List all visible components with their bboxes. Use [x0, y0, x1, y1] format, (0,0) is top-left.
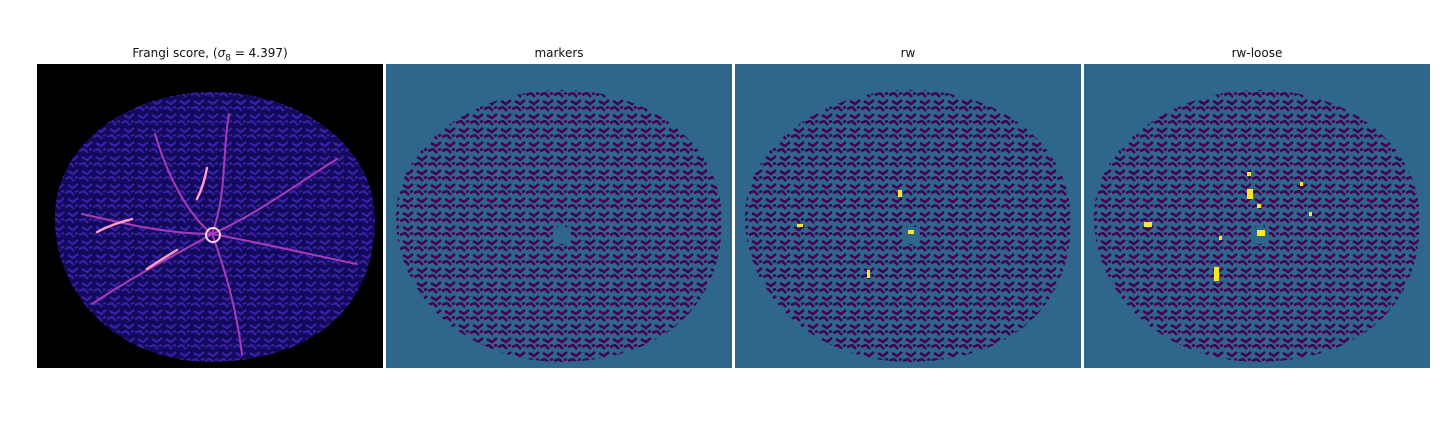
markers-image: [386, 64, 732, 368]
frangi-panel-title: Frangi score, (σ8 = 4.397): [132, 46, 288, 64]
rw-loose-panel-title: rw-loose: [1231, 46, 1283, 60]
markers-canvas: [386, 64, 732, 368]
rw-canvas: [735, 64, 1081, 368]
frangi-score-canvas: [37, 64, 383, 368]
rw-loose-canvas: [1084, 64, 1430, 368]
markers-panel-title: markers: [534, 46, 584, 60]
frangi-score-image: [37, 64, 383, 368]
rw-loose-image: [1084, 64, 1430, 368]
rw-image: [735, 64, 1081, 368]
rw-panel-title: rw: [900, 46, 916, 60]
